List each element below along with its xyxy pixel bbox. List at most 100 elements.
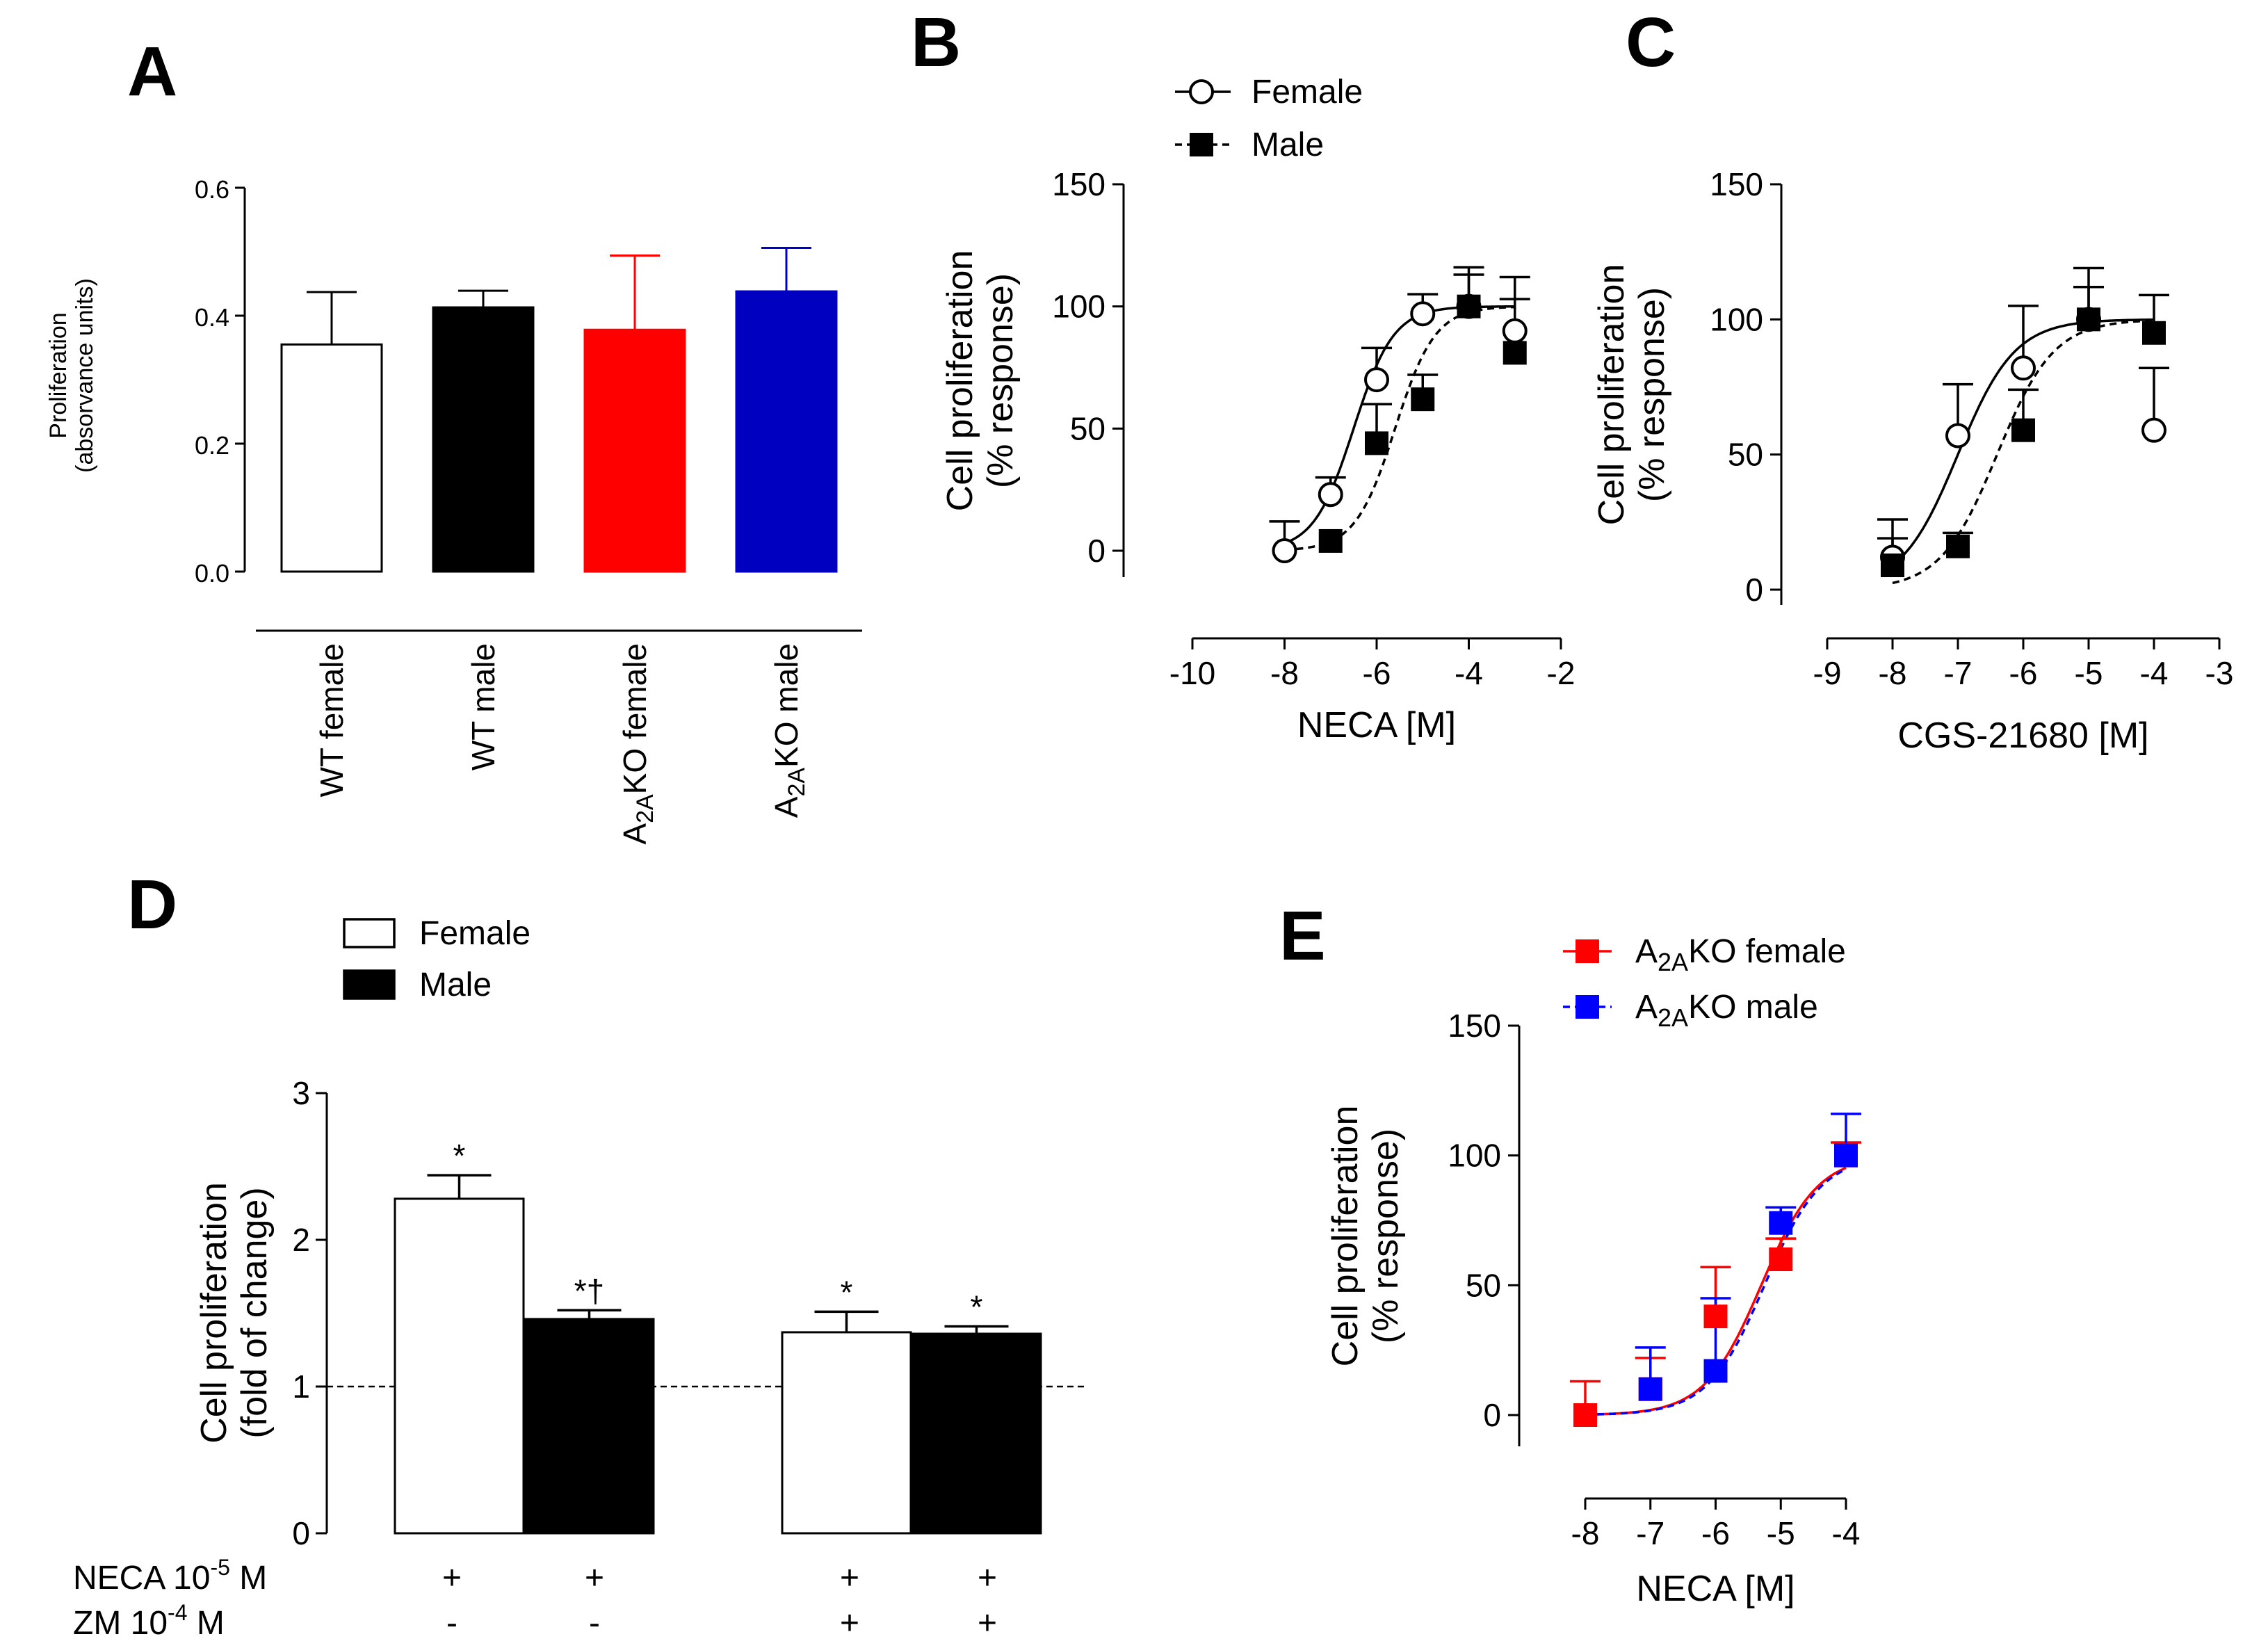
data-point [1502, 318, 1528, 344]
legend-marker-female [1189, 79, 1214, 104]
treatment-label: ZM 10-4 M [73, 1600, 225, 1642]
panel-letter-a: A [127, 33, 177, 111]
x-tick-label: -8 [1879, 655, 1907, 691]
treatment-value: + [978, 1605, 997, 1642]
data-point [1318, 528, 1343, 553]
data-point [1502, 341, 1527, 365]
treatment-unit: M [187, 1605, 224, 1642]
data-point [1881, 554, 1904, 578]
x-tick-label: -6 [1363, 655, 1391, 691]
data-point [1410, 301, 1436, 327]
y-axis-title: Cell proliferation(% response) [1325, 1106, 1406, 1367]
x-tick-label: -5 [1767, 1515, 1795, 1551]
legend-marker [1576, 939, 1599, 963]
bar [583, 328, 686, 573]
treatment-unit: M [230, 1560, 267, 1597]
x-axis-title: NECA [M] [1636, 1569, 1795, 1609]
y-axis-title-line1: Proliferation [45, 312, 72, 438]
treatment-exponent: -5 [210, 1555, 229, 1580]
y-tick-label: 3 [292, 1075, 310, 1111]
y-tick-label: 50 [1466, 1267, 1501, 1303]
label-post: KO male [1688, 989, 1818, 1026]
x-axis-title: CGS-21680 [M] [1897, 716, 2148, 756]
data-point [2142, 321, 2166, 345]
y-tick-label: 150 [1710, 166, 1763, 202]
y-axis-title: Proliferation(absorvance units) [45, 278, 98, 473]
significance-marker: * [841, 1274, 853, 1310]
legend-swatch-female [343, 918, 396, 948]
y-tick-label: 50 [1728, 437, 1763, 473]
x-tick-label: WT male [465, 643, 501, 770]
y-axis-title-line2: (fold of change) [234, 1187, 275, 1438]
treatment-name: NECA 10 [73, 1560, 210, 1597]
label-pre: A [1635, 989, 1658, 1026]
y-axis-title-line1: Cell proliferation [194, 1182, 234, 1444]
x-tick-label: -2 [1547, 655, 1576, 691]
legend-marker [1576, 995, 1599, 1019]
data-point [1318, 482, 1343, 508]
panel-d-bar-chart: 0 1 2 3 Cell proliferation(fold of change) * *… [73, 915, 1088, 1642]
data-point [1945, 423, 1970, 449]
x-tick-label: -7 [1636, 1515, 1664, 1551]
data-point [1272, 538, 1297, 563]
treatment-exponent: -4 [168, 1600, 187, 1625]
data-point [2011, 355, 2036, 381]
x-tick-label: -7 [1944, 655, 1973, 691]
y-axis-title-line2: (% response) [980, 273, 1021, 488]
y-axis-title-line1: Cell proliferation [1325, 1106, 1366, 1367]
x-tick-label: -10 [1169, 655, 1215, 691]
y-tick-label: 0.2 [195, 431, 229, 460]
x-tick-label: -6 [1701, 1515, 1730, 1551]
x-axis-title: NECA [M] [1297, 705, 1456, 745]
data-point [1457, 294, 1481, 318]
panel-b-dose-response: 0 50 100 150 -10 -8 -6 -4 -2 NECA [M] Cell prolife… [940, 74, 1575, 745]
panel-c-dose-response: 0 50 100 150 -9 -8 -7 -6 -5 -4 -3 CGS-21680 [M] Cell… [1591, 166, 2233, 756]
y-tick-label: 50 [1070, 410, 1105, 446]
y-axis-title: Cell proliferation(% response) [1591, 264, 1672, 526]
panel-letter-c: C [1626, 3, 1676, 81]
data-point [1411, 387, 1435, 412]
data-point [1573, 1403, 1597, 1427]
treatment-value: + [442, 1560, 462, 1597]
y-axis-title-line1: Cell proliferation [940, 250, 980, 512]
y-axis-title-line1: Cell proliferation [1591, 264, 1632, 526]
x-tick-label: WT female [314, 643, 350, 798]
y-tick-label: 100 [1052, 289, 1105, 325]
y-tick-label: 0.6 [195, 175, 229, 204]
y-tick-label: 100 [1710, 301, 1763, 337]
bar [524, 1318, 655, 1535]
treatment-value: + [585, 1560, 604, 1597]
legend-swatch-male [343, 969, 396, 1000]
label-main: WT male [465, 643, 501, 770]
label-sub: 2A [1658, 948, 1688, 976]
y-tick-label: 0 [1483, 1397, 1501, 1433]
y-tick-label: 150 [1052, 166, 1105, 202]
label-sub: 2A [632, 794, 658, 823]
data-point [2077, 307, 2100, 332]
data-point [1834, 1143, 1858, 1168]
label-sub: 2A [784, 768, 810, 797]
y-axis-title-line2: (% response) [1366, 1129, 1406, 1343]
treatment-value: + [840, 1560, 859, 1597]
panel-letter-b: B [911, 3, 961, 81]
bar [735, 290, 838, 573]
data-point [1703, 1304, 1728, 1329]
x-tick-label: -3 [2205, 655, 2234, 691]
label-sub: 2A [1658, 1003, 1688, 1032]
legend-label: A2AKO female [1635, 933, 1846, 976]
legend-label-female: Female [419, 915, 530, 952]
bar [394, 1197, 525, 1535]
x-tick-label: -9 [1813, 655, 1842, 691]
data-point [1703, 1359, 1728, 1383]
x-tick-label: -5 [2075, 655, 2103, 691]
data-point [2141, 417, 2166, 443]
data-point [1946, 534, 1970, 558]
treatment-name: ZM 10 [73, 1605, 168, 1642]
x-tick-label: -4 [1455, 655, 1483, 691]
treatment-value: + [978, 1560, 997, 1597]
x-tick-label: -6 [2009, 655, 2038, 691]
label-pre: A [1635, 933, 1658, 970]
legend-label-female: Female [1252, 74, 1363, 111]
panel-e-dose-response: 0 50 100 150 -8 -7 -6 -5 -4 NECA [M] Cell prolifer… [1325, 933, 1861, 1609]
panel-a-bar-chart: 0.0 0.2 0.4 0.6 Proliferation(absorvance uni… [45, 175, 862, 845]
